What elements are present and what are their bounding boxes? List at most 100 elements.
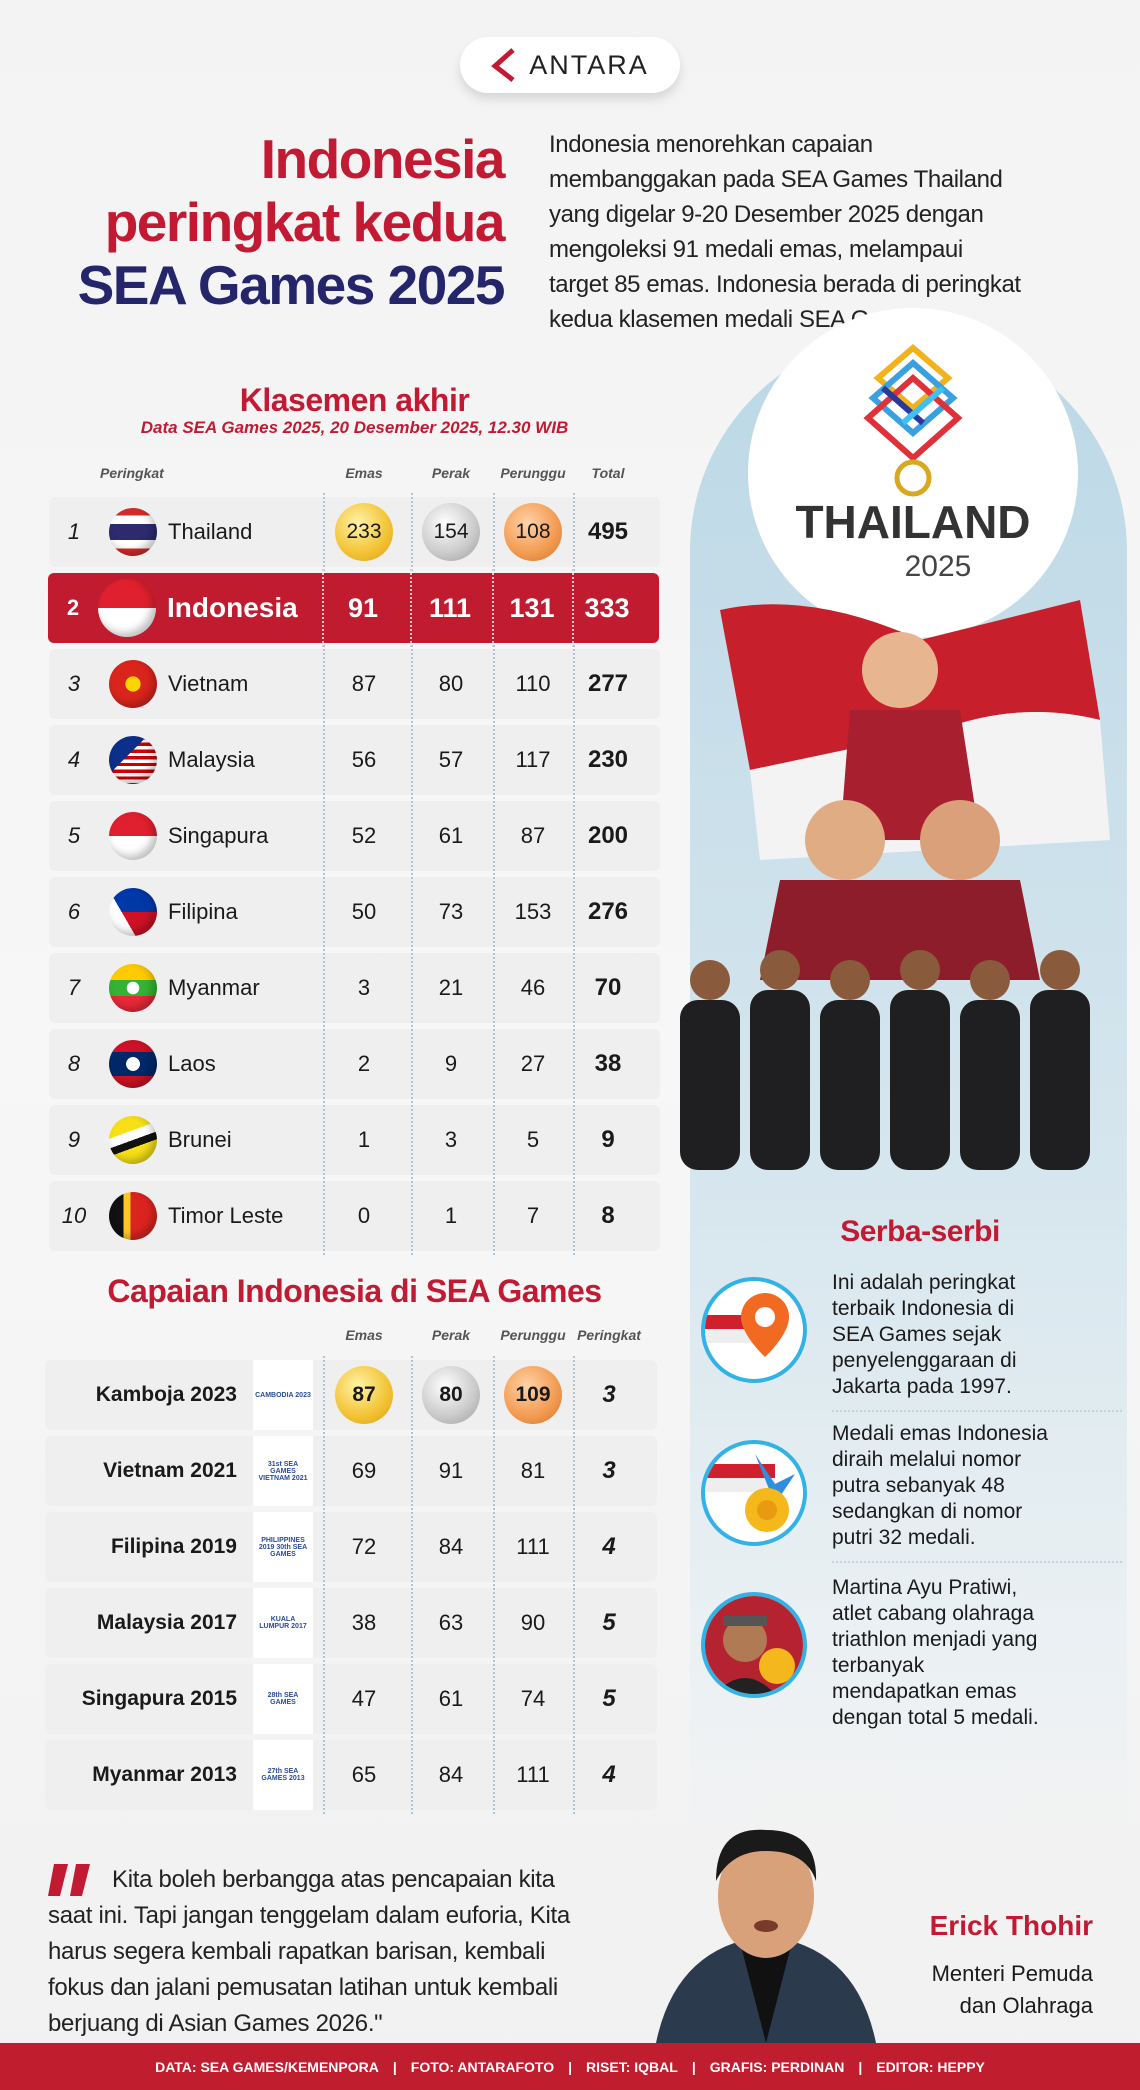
- gold-count: 2: [357, 1051, 371, 1076]
- bronze-count: 111: [516, 1534, 550, 1559]
- history-row: Filipina 2019 PHILIPPINES 2019 30th SEA G…: [45, 1508, 657, 1586]
- gold-count: 87: [324, 1360, 404, 1430]
- gold-count: 47: [351, 1686, 377, 1711]
- column-divider: [573, 873, 575, 951]
- country-name: Singapura: [168, 823, 269, 848]
- column-divider: [573, 949, 575, 1027]
- gold-medal-icon: 233: [335, 503, 393, 561]
- th-flag-icon: [109, 508, 157, 556]
- column-divider: [411, 1356, 413, 1434]
- silver-count: 80: [411, 1360, 491, 1430]
- column-divider: [493, 797, 495, 875]
- gold-count: 56: [351, 747, 377, 772]
- column-divider: [323, 1177, 325, 1255]
- column-divider: [492, 569, 494, 647]
- table-row: 5 Singapura 52 61 87 200: [49, 797, 660, 875]
- bronze-medal-icon: 109: [504, 1366, 562, 1424]
- sea-games-logo: 27th SEA GAMES 2013: [253, 1740, 313, 1810]
- total-count: 38: [594, 1050, 622, 1077]
- page-title: Indonesia peringkat kedua SEA Games 2025: [77, 128, 506, 316]
- athletes-illustration: [680, 600, 1110, 1170]
- rank: 3: [602, 1457, 616, 1484]
- rank: 5: [67, 823, 81, 848]
- sg-flag-icon: [109, 812, 157, 860]
- column-divider: [411, 1736, 413, 1814]
- silver-count: 9: [444, 1051, 458, 1076]
- fact-item: Medali emas Indonesia diraih melalui nomo…: [832, 1422, 1048, 1549]
- history-row: Kamboja 2023 CAMBODIA 2023 87 80 109 3: [45, 1356, 657, 1434]
- silver-count: 111: [428, 592, 472, 623]
- silver-count: 73: [438, 899, 464, 924]
- column-divider: [573, 493, 575, 571]
- table-row: 8 Laos 2 9 27 38: [49, 1025, 660, 1103]
- speaker-role: Menteri Pemuda dan Olahraga: [931, 1961, 1093, 2018]
- bronze-count: 109: [493, 1360, 573, 1430]
- table-row: 10 Timor Leste 0 1 7 8: [49, 1177, 660, 1255]
- speaker-name: Erick Thohir: [929, 1910, 1093, 1941]
- bronze-medal-icon: 108: [504, 503, 562, 561]
- gold-count: 38: [351, 1610, 377, 1635]
- column-divider: [493, 873, 495, 951]
- fact-item: Martina Ayu Pratiwi, atlet cabang olahrag…: [832, 1576, 1039, 1729]
- column-divider: [493, 1356, 495, 1434]
- antara-chevron-icon: [491, 48, 515, 82]
- rank: 4: [602, 1761, 616, 1788]
- la-flag-icon: [109, 1040, 157, 1088]
- column-divider: [323, 1356, 325, 1434]
- table-row: 6 Filipina 50 73 153 276: [49, 873, 660, 951]
- column-divider: [493, 721, 495, 799]
- rank: 7: [67, 975, 81, 1000]
- hcol-bronze: Perunggu: [500, 1327, 566, 1343]
- bronze-count: 153: [514, 899, 552, 924]
- edition-name: Filipina 2019: [110, 1535, 237, 1558]
- gold-count: 65: [351, 1762, 377, 1787]
- column-divider: [573, 1508, 575, 1586]
- brand-name: ANTARA: [529, 49, 649, 80]
- antara-logo: ANTARA: [460, 37, 680, 93]
- edition-name: Malaysia 2017: [96, 1611, 237, 1634]
- column-divider: [323, 1736, 325, 1814]
- column-divider: [323, 493, 325, 571]
- column-divider: [411, 1660, 413, 1738]
- column-divider: [573, 1432, 575, 1510]
- country-name: Myanmar: [168, 975, 260, 1000]
- gold-count: 1: [357, 1127, 371, 1152]
- column-divider: [323, 1584, 325, 1662]
- column-divider: [411, 1025, 413, 1103]
- total-count: 9: [601, 1126, 615, 1153]
- column-divider: [573, 1177, 575, 1255]
- sea-games-emblem-icon: THAILAND 2025: [795, 344, 1031, 583]
- total-count: 230: [587, 746, 629, 773]
- athlete-medal-icon: [701, 1592, 807, 1698]
- standings-title: Klasemen akhir: [239, 382, 470, 418]
- quote-mark-icon: [48, 1864, 90, 1896]
- rank: 3: [67, 671, 81, 696]
- column-divider: [573, 1356, 575, 1434]
- total-count: 277: [587, 670, 629, 697]
- country-name: Brunei: [168, 1127, 232, 1152]
- table-row: 3 Vietnam 87 80 110 277: [49, 645, 660, 723]
- history-row: Myanmar 2013 27th SEA GAMES 2013 65 84 111 4: [45, 1736, 657, 1814]
- total-count: 200: [587, 822, 629, 849]
- column-divider: [323, 1508, 325, 1586]
- total-count: 495: [587, 518, 629, 545]
- column-divider: [573, 645, 575, 723]
- column-divider: [323, 1101, 325, 1179]
- column-divider: [323, 873, 325, 951]
- vn-flag-icon: [109, 660, 157, 708]
- country-name: Malaysia: [168, 747, 255, 772]
- gold-count: 87: [351, 671, 377, 696]
- bronze-count: 46: [520, 975, 546, 1000]
- hcol-gold: Emas: [345, 1327, 383, 1343]
- rank: 10: [61, 1203, 87, 1228]
- standings-subtitle: Data SEA Games 2025, 20 Desember 2025, 1…: [140, 418, 569, 437]
- column-divider: [411, 873, 413, 951]
- bn-flag-icon: [109, 1116, 157, 1164]
- column-divider: [573, 1660, 575, 1738]
- column-divider: [493, 1660, 495, 1738]
- gold-count: 69: [351, 1458, 377, 1483]
- bronze-count: 5: [526, 1127, 540, 1152]
- column-divider: [323, 1025, 325, 1103]
- column-divider: [493, 1101, 495, 1179]
- hcol-silver: Perak: [431, 1327, 471, 1343]
